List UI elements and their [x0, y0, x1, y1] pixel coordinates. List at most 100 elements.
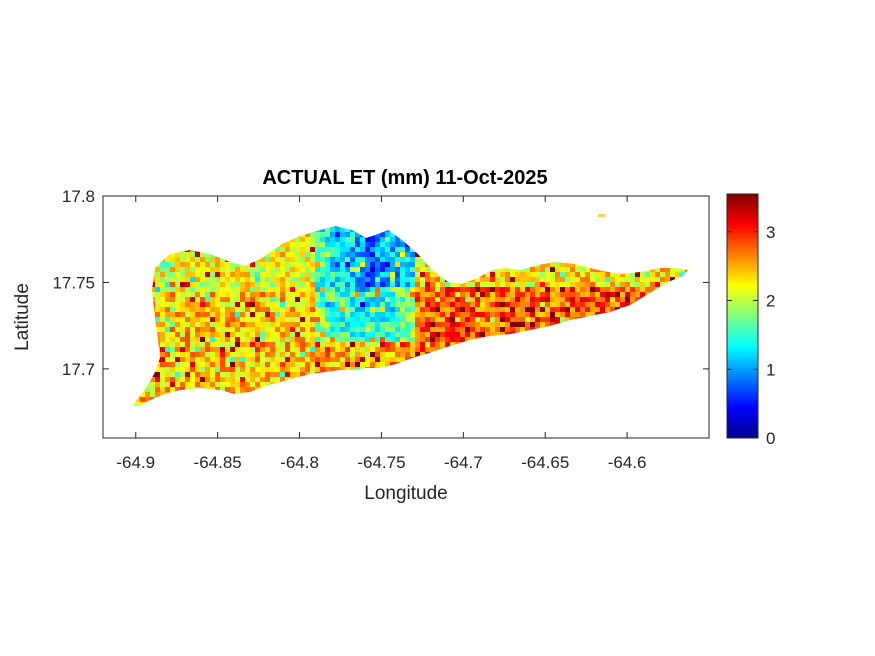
heatmap-cell	[560, 287, 565, 292]
heatmap-cell	[265, 277, 270, 282]
heatmap-cell	[400, 277, 405, 282]
heatmap-cell	[480, 327, 485, 332]
heatmap-cell	[300, 242, 305, 247]
heatmap-cell	[440, 312, 445, 317]
heatmap-cell	[175, 327, 180, 332]
heatmap-cell	[300, 292, 305, 297]
heatmap-cell	[390, 237, 395, 242]
heatmap-cell	[415, 282, 420, 287]
heatmap-cell	[460, 317, 465, 322]
heatmap-cell	[335, 322, 340, 327]
heatmap-cell	[370, 257, 375, 262]
heatmap-cell	[395, 237, 400, 242]
heatmap-cell	[340, 332, 345, 337]
heatmap-cell	[335, 287, 340, 292]
heatmap-cell	[200, 367, 205, 372]
heatmap-cell	[295, 357, 300, 362]
heatmap-cell	[285, 267, 290, 272]
heatmap-cell	[385, 327, 390, 332]
heatmap-cell	[225, 262, 230, 267]
heatmap-cell	[215, 377, 220, 382]
heatmap-cell	[305, 272, 310, 277]
heatmap-cell	[490, 297, 495, 302]
heatmap-cell	[285, 347, 290, 352]
heatmap-cell	[470, 282, 475, 287]
heatmap-cell	[320, 287, 325, 292]
heatmap-cell	[330, 227, 335, 232]
heatmap-cell	[245, 267, 250, 272]
heatmap-cell	[280, 322, 285, 327]
heatmap-cell	[425, 302, 430, 307]
heatmap-cell	[320, 342, 325, 347]
heatmap-cell	[270, 282, 275, 287]
heatmap-cell	[400, 332, 405, 337]
heatmap-cell	[615, 302, 620, 307]
heatmap-cell	[260, 337, 265, 342]
heatmap-cell	[330, 252, 335, 257]
heatmap-cell	[435, 337, 440, 342]
heatmap-cell	[250, 302, 255, 307]
heatmap-cell	[270, 367, 275, 372]
heatmap-cell	[540, 267, 545, 272]
heatmap-cell	[335, 252, 340, 257]
heatmap-cell	[365, 267, 370, 272]
heatmap-cell	[160, 312, 165, 317]
heatmap-cell	[270, 322, 275, 327]
heatmap-cell	[250, 387, 255, 392]
heatmap-cell	[600, 302, 605, 307]
heatmap-cell	[250, 372, 255, 377]
heatmap-cell	[370, 322, 375, 327]
heatmap-cell	[390, 292, 395, 297]
heatmap-cell	[495, 322, 500, 327]
heatmap-cell	[275, 282, 280, 287]
heatmap-cell	[500, 287, 505, 292]
heatmap-cell	[300, 357, 305, 362]
heatmap-cell	[305, 352, 310, 357]
heatmap-cell	[385, 362, 390, 367]
heatmap-cell	[380, 342, 385, 347]
heatmap-cell	[165, 257, 170, 262]
heatmap-cell	[160, 297, 165, 302]
heatmap-cell	[205, 297, 210, 302]
heatmap-cell	[305, 372, 310, 377]
heatmap-cell	[365, 357, 370, 362]
heatmap-cell	[185, 362, 190, 367]
heatmap-cell	[395, 252, 400, 257]
heatmap-cell	[535, 277, 540, 282]
heatmap-cell	[450, 297, 455, 302]
heatmap-cell	[575, 287, 580, 292]
heatmap-cell	[305, 337, 310, 342]
heatmap-cell	[265, 337, 270, 342]
heatmap-cell	[510, 267, 515, 272]
heatmap-cell	[515, 272, 520, 277]
heatmap-cell	[225, 277, 230, 282]
heatmap-cell	[205, 347, 210, 352]
heatmap-cell	[210, 297, 215, 302]
heatmap-cell	[510, 302, 515, 307]
heatmap-cell	[285, 377, 290, 382]
heatmap-cell	[285, 292, 290, 297]
heatmap-cell	[165, 367, 170, 372]
heatmap-cell	[325, 237, 330, 242]
heatmap-cell	[475, 317, 480, 322]
heatmap-cell	[340, 292, 345, 297]
heatmap-cell	[245, 372, 250, 377]
heatmap-cell	[345, 292, 350, 297]
heatmap-cell	[245, 282, 250, 287]
heatmap-cell	[305, 327, 310, 332]
heatmap-cell	[190, 377, 195, 382]
heatmap-cell	[255, 272, 260, 277]
heatmap-cell	[175, 372, 180, 377]
heatmap-cell	[335, 367, 340, 372]
heatmap-cell	[195, 262, 200, 267]
heatmap-cell	[320, 232, 325, 237]
heatmap-cell	[405, 337, 410, 342]
heatmap-cell	[325, 282, 330, 287]
heatmap-cell	[485, 297, 490, 302]
heatmap-cell	[230, 267, 235, 272]
heatmap-cell	[550, 277, 555, 282]
heatmap-cell	[310, 292, 315, 297]
heatmap-cell	[330, 317, 335, 322]
heatmap-cell	[185, 352, 190, 357]
heatmap-cell	[635, 292, 640, 297]
